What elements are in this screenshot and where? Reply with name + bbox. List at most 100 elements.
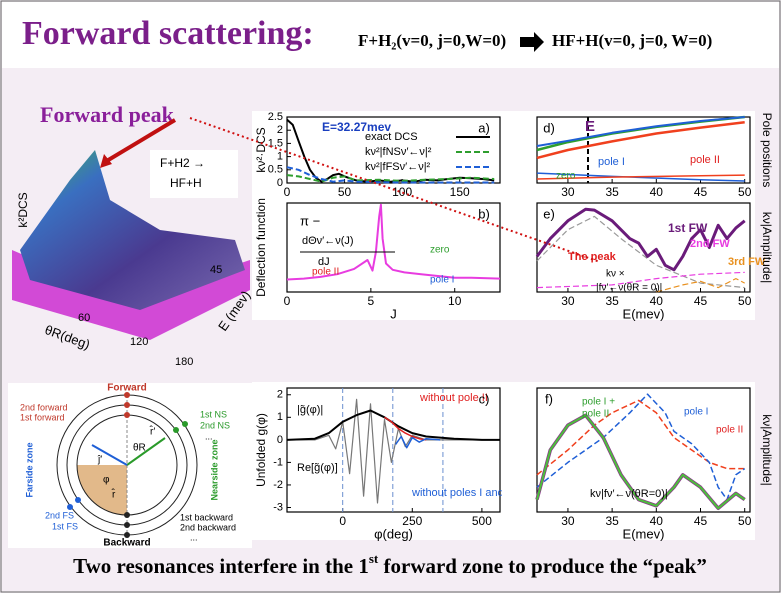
annotation: dΘν′←ν(J) [302, 235, 354, 247]
y-tick-label: 2 [277, 124, 283, 136]
y-label: Deflection function [254, 198, 268, 297]
diagram-label: Backward [103, 538, 150, 549]
annotation: pole I [430, 275, 454, 286]
annotation: The peak [568, 251, 617, 263]
diagram-label: 2nd forward [20, 402, 68, 412]
x-tick-label: 0 [339, 514, 346, 528]
y-label: kν|Amplitude| [760, 212, 774, 284]
x-tick-label: 45 [694, 185, 708, 199]
annotation: dJ [318, 256, 330, 268]
diagram-label: ĵ′ [97, 455, 102, 466]
series-line [286, 203, 501, 281]
peak-arrow [103, 118, 177, 164]
annotation: pole I [598, 156, 625, 168]
annotation: |g̃(φ)| [297, 404, 323, 416]
series-line [536, 414, 746, 510]
diagram-label: ... [205, 431, 213, 441]
y-tick-label: -3 [273, 501, 283, 513]
x-tick-label: 5 [368, 294, 375, 308]
x-tick-label: 35 [605, 185, 619, 199]
annotation: without pole II [419, 392, 488, 404]
reaction-arrow [520, 32, 544, 52]
diagram-label: 1st NS [200, 409, 227, 419]
y-tick-label: 2 [277, 389, 283, 401]
annotation: zero [556, 171, 576, 182]
x-tick-label: 40 [650, 514, 664, 528]
series-line [536, 121, 745, 160]
annotation: 2nd FW [690, 238, 730, 250]
x-tick-label: 0 [284, 294, 291, 308]
panel-label: a) [478, 120, 490, 135]
surface [20, 150, 245, 310]
annotation: kν × [606, 269, 625, 280]
series-line [286, 174, 495, 183]
panel-label: e) [543, 206, 555, 221]
diagram-label: φ [103, 475, 110, 486]
footer-text: forward zone to produce the “peak” [378, 554, 707, 578]
x-tick-label: 150 [450, 185, 470, 199]
panel-label: c) [479, 391, 490, 406]
panel-bg [502, 382, 755, 540]
farside-vec [91, 444, 128, 466]
annotation: |fν′←ν(θR = 0)| [596, 283, 662, 294]
annotation: pole I + [582, 397, 615, 408]
footer-sup: st [369, 551, 379, 566]
fs-dots [67, 497, 81, 510]
x-tick-label: 60 [78, 312, 90, 324]
y-tick-label: -1 [273, 456, 283, 468]
diagram-label: Farside zone [24, 442, 34, 497]
diagram-label: r̂ [111, 487, 116, 501]
series-line [536, 271, 745, 289]
x-tick-label: 30 [561, 294, 575, 308]
header-band [2, 2, 779, 68]
series-line [384, 416, 427, 441]
annotation: kν|fν′←ν(θR=0)| [590, 488, 668, 500]
annotation: E=32.27mev [322, 120, 391, 134]
x-label: E(mev) [623, 306, 665, 321]
series-line [535, 207, 746, 272]
x-tick-label: 50 [738, 185, 752, 199]
y-tick-label: 0 [277, 177, 283, 189]
x-label: φ(deg) [374, 526, 413, 541]
diagram-label: ... [190, 532, 198, 542]
y-tick-label: 0 [277, 434, 283, 446]
annotation: E [585, 118, 595, 135]
series-line [286, 166, 495, 184]
x-tick-label: 50 [738, 514, 752, 528]
diagram-label: 1st forward [20, 412, 65, 422]
x-label: E(mev) [623, 526, 665, 541]
annotation: pole II [312, 267, 339, 278]
box-line: HF+H [170, 176, 202, 190]
phi-sector [77, 465, 127, 515]
x-tick-label: 500 [472, 514, 492, 528]
diagram-bg [8, 383, 252, 548]
fig3d-title: Forward peak [40, 102, 175, 127]
x-tick-label: 50 [338, 185, 352, 199]
x-tick-label: 30 [561, 185, 575, 199]
x-tick-label: 0 [284, 185, 291, 199]
x-tick-label: 180 [175, 356, 193, 368]
x-tick-label: 250 [402, 514, 422, 528]
annotation: 1st FW [668, 221, 708, 235]
y-tick-label: -2 [273, 479, 283, 491]
footer-text: Two resonances interfere in the 1 [73, 554, 369, 578]
x-label: J [390, 306, 397, 321]
annotation: without poles I and II [411, 487, 513, 499]
panel-bg [252, 111, 510, 211]
y-tick-label: 1 [277, 411, 283, 423]
panel-label: f) [545, 391, 553, 406]
x-tick-label: 50 [738, 294, 752, 308]
diagram-label: 1st FS [52, 521, 78, 531]
series-line [536, 174, 745, 180]
plot-frame [286, 202, 501, 293]
y-tick-label: 2.5 [268, 111, 283, 123]
x-tick-label: 35 [605, 294, 619, 308]
x-tick-label: 45 [694, 514, 708, 528]
title: Forward scattering: [22, 15, 314, 52]
x-tick-label: 40 [650, 294, 664, 308]
annotation: 3rd FW [728, 256, 766, 268]
series-line [536, 399, 745, 476]
panel-label: d) [543, 120, 555, 135]
surface-floor [12, 250, 250, 340]
